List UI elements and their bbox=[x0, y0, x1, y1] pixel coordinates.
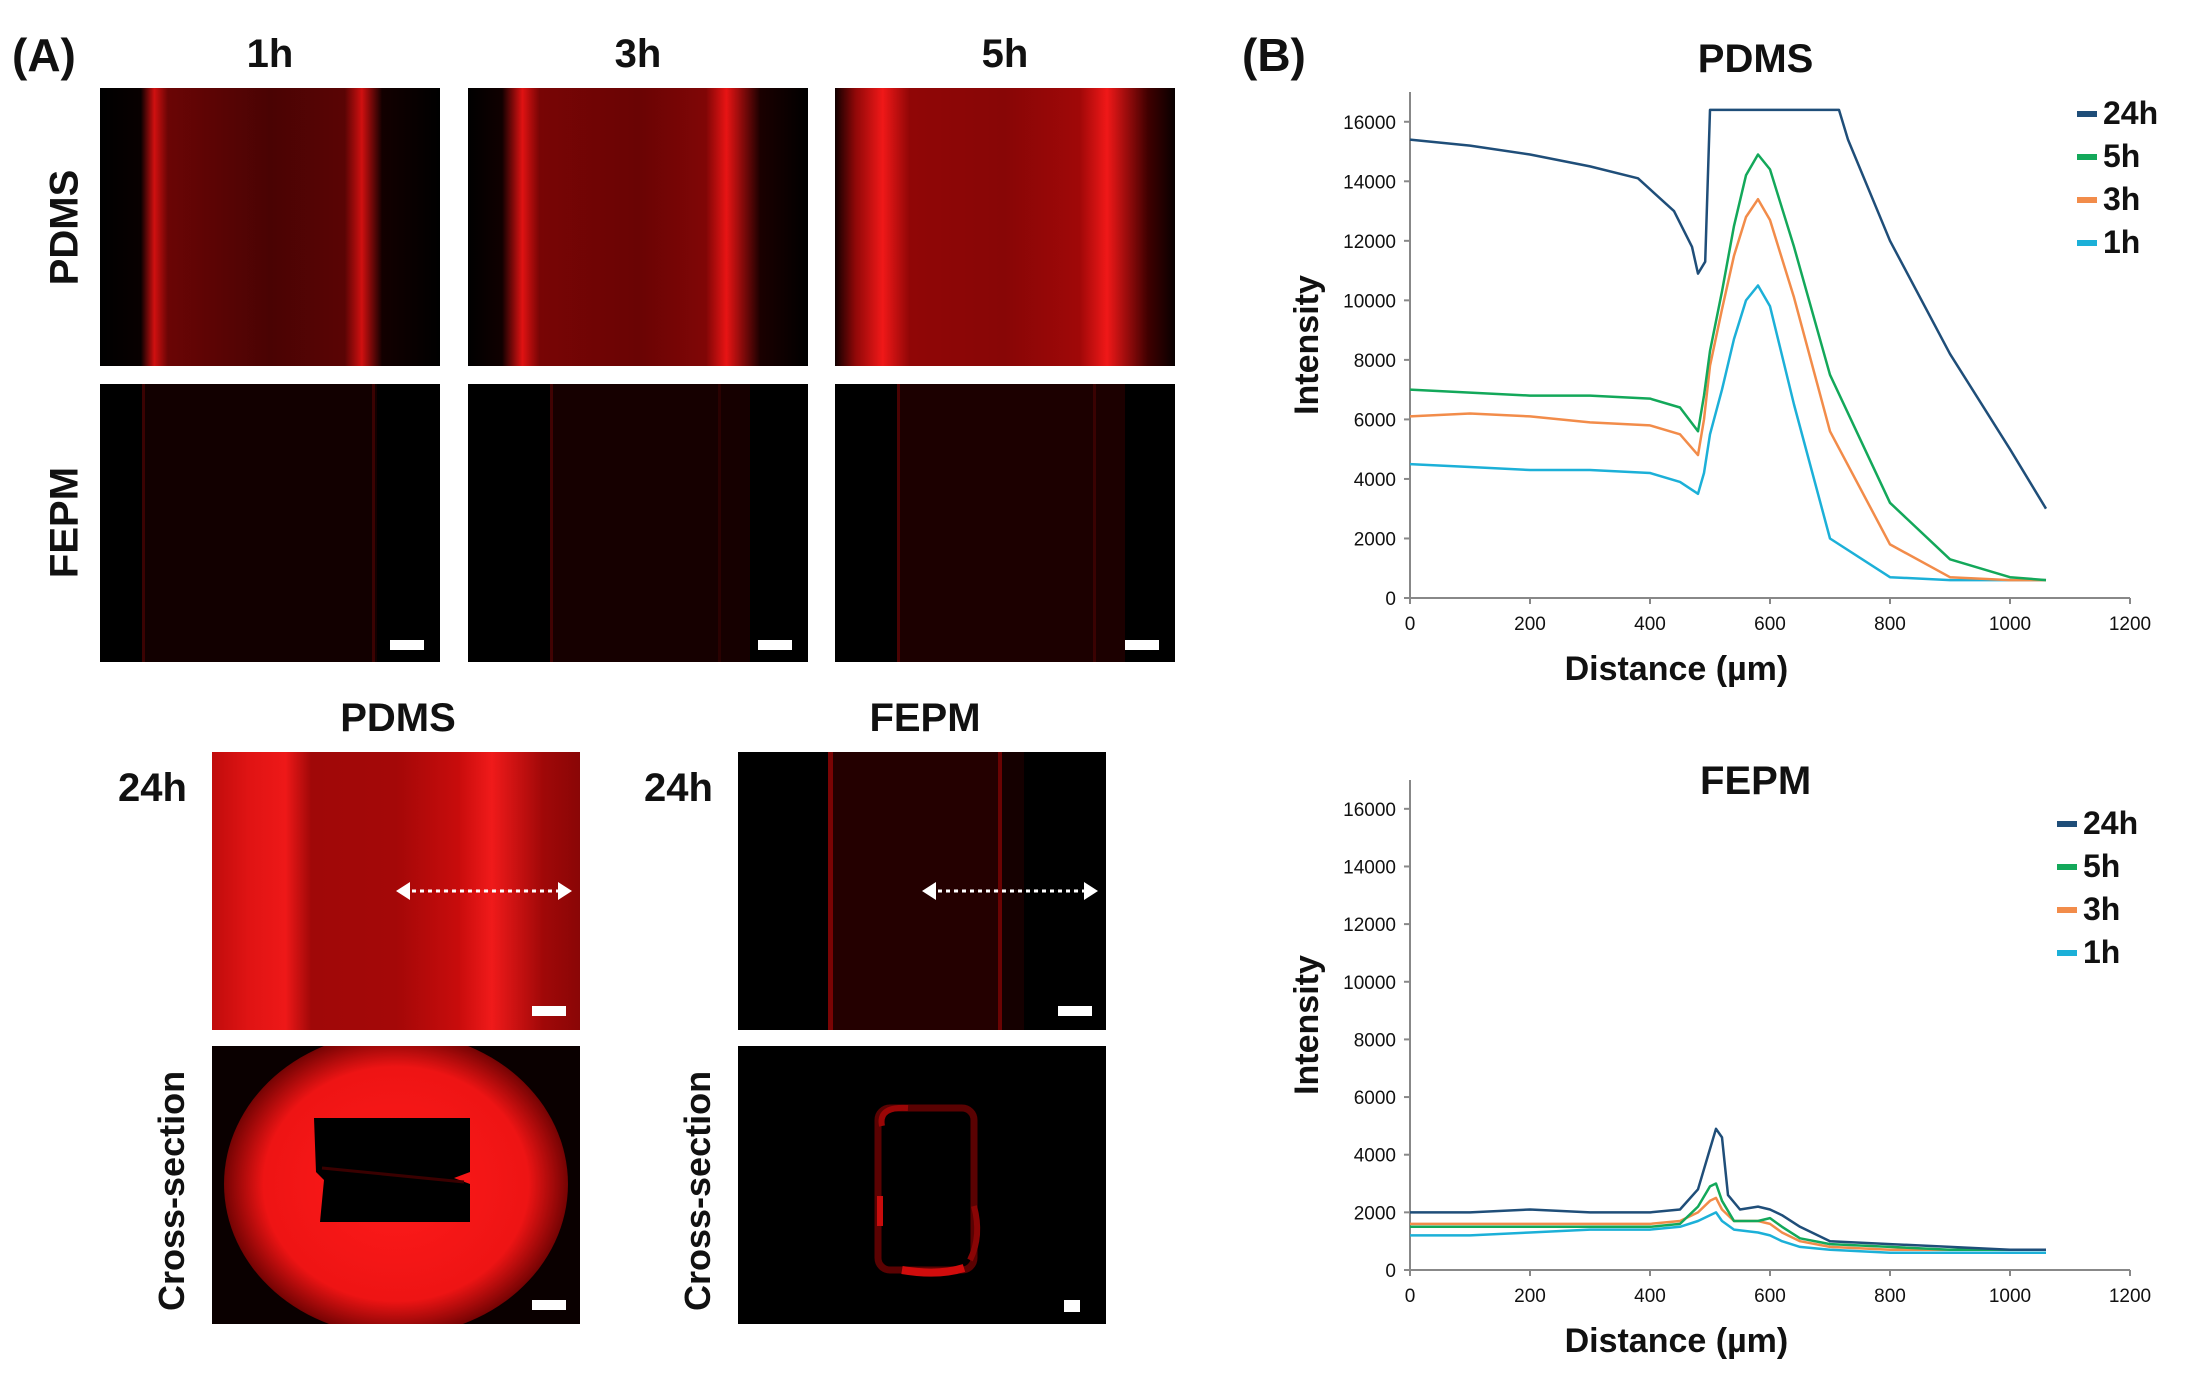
y-tick-label: 0 bbox=[1385, 1261, 1396, 1282]
column-label-1h: 1h bbox=[246, 32, 294, 76]
x-tick-label: 1000 bbox=[1989, 614, 2031, 635]
lower-pdms-title: PDMS bbox=[340, 696, 456, 740]
chart-title: PDMS bbox=[1698, 37, 1814, 81]
time-label-24h-fepm: 24h bbox=[644, 766, 713, 810]
micrograph-pdms-3h bbox=[468, 88, 808, 366]
x-tick-label: 400 bbox=[1634, 614, 1666, 635]
x-tick-label: 1200 bbox=[2109, 614, 2151, 635]
series-line-1h bbox=[1409, 284, 2046, 582]
y-tick-label: 6000 bbox=[1354, 1088, 1396, 1109]
y-tick-label: 16000 bbox=[1343, 113, 1396, 134]
y-tick-label: 4000 bbox=[1354, 1146, 1396, 1167]
y-tick-label: 10000 bbox=[1343, 291, 1396, 312]
y-tick-label: 2000 bbox=[1354, 1203, 1396, 1224]
y-tick-label: 0 bbox=[1385, 589, 1396, 610]
legend-label-5h: 5h bbox=[2103, 138, 2140, 174]
micrograph-fepm-24h bbox=[738, 752, 1106, 1030]
y-axis-label: Intensity bbox=[1288, 275, 1326, 415]
x-tick-label: 1200 bbox=[2109, 1286, 2151, 1307]
series-line-24h bbox=[1409, 108, 2048, 510]
legend-label-1h: 1h bbox=[2083, 934, 2120, 970]
x-tick-label: 600 bbox=[1754, 614, 1786, 635]
y-tick-label: 16000 bbox=[1343, 800, 1396, 821]
cross-section-label-fepm: Cross-section bbox=[677, 1070, 718, 1311]
x-tick-label: 0 bbox=[1405, 1286, 1416, 1307]
scale-bar bbox=[532, 1300, 566, 1310]
legend-label-5h: 5h bbox=[2083, 848, 2120, 884]
x-tick-label: 0 bbox=[1405, 614, 1416, 635]
y-tick-label: 12000 bbox=[1343, 915, 1396, 936]
panel-a-label: (A) bbox=[12, 29, 76, 81]
scale-bar bbox=[390, 640, 424, 650]
x-tick-label: 1000 bbox=[1989, 1286, 2031, 1307]
series-line-5h bbox=[1410, 1182, 2046, 1252]
micrograph-fepm-3h bbox=[468, 384, 808, 662]
y-tick-label: 12000 bbox=[1343, 232, 1396, 253]
legend-label-24h: 24h bbox=[2103, 95, 2158, 131]
micrograph-pdms-1h bbox=[100, 88, 440, 366]
chart-title: FEPM bbox=[1700, 759, 1811, 803]
y-tick-label: 4000 bbox=[1354, 470, 1396, 491]
lower-fepm-title: FEPM bbox=[869, 696, 981, 740]
x-tick-label: 400 bbox=[1634, 1286, 1666, 1307]
x-axis-label: Distance (µm) bbox=[1565, 1322, 1789, 1360]
scale-bar bbox=[1064, 1300, 1080, 1312]
series-line-1h bbox=[1410, 1211, 2046, 1254]
scale-bar bbox=[1125, 640, 1159, 650]
row-label-fepm: FEPM bbox=[42, 466, 87, 579]
x-tick-label: 800 bbox=[1874, 614, 1906, 635]
panel-b-label: (B) bbox=[1242, 29, 1306, 81]
micrograph-pdms-5h bbox=[835, 88, 1175, 366]
column-label-5h: 5h bbox=[981, 32, 1029, 76]
micrograph-pdms-24h bbox=[212, 752, 580, 1030]
y-tick-label: 2000 bbox=[1354, 529, 1396, 550]
series-line-3h bbox=[1409, 197, 2046, 582]
series-line-5h bbox=[1409, 153, 2047, 582]
scale-bar bbox=[1058, 1006, 1092, 1016]
y-tick-label: 14000 bbox=[1343, 857, 1396, 878]
series-line-3h bbox=[1410, 1196, 2046, 1252]
legend-label-24h: 24h bbox=[2083, 805, 2138, 841]
cross-section-fepm bbox=[738, 1046, 1106, 1324]
y-tick-label: 6000 bbox=[1354, 410, 1396, 431]
y-tick-label: 10000 bbox=[1343, 973, 1396, 994]
legend-label-1h: 1h bbox=[2103, 224, 2140, 260]
micrograph-fepm-1h bbox=[100, 384, 440, 662]
time-label-24h-pdms: 24h bbox=[118, 766, 187, 810]
cross-section-pdms bbox=[212, 1046, 580, 1324]
chart-pdms: 0 2000 4000 6000 8000 10000 12000 14000 16000 0 20… bbox=[1288, 37, 2158, 688]
x-tick-label: 200 bbox=[1514, 1286, 1546, 1307]
scale-bar bbox=[758, 640, 792, 650]
y-tick-label: 14000 bbox=[1343, 172, 1396, 193]
series-line-24h bbox=[1410, 1127, 2046, 1252]
x-tick-label: 200 bbox=[1514, 614, 1546, 635]
y-tick-label: 8000 bbox=[1354, 1030, 1396, 1051]
chart-fepm: 0 2000 4000 6000 8000 10000 12000 14000 16000 0 20… bbox=[1288, 759, 2151, 1360]
micrograph-fepm-5h bbox=[835, 384, 1175, 662]
legend-label-3h: 3h bbox=[2083, 891, 2120, 927]
y-tick-label: 8000 bbox=[1354, 351, 1396, 372]
x-axis-label: Distance (µm) bbox=[1565, 650, 1789, 688]
row-label-pdms: PDMS bbox=[42, 169, 87, 286]
cross-section-label-pdms: Cross-section bbox=[151, 1070, 192, 1311]
x-tick-label: 800 bbox=[1874, 1286, 1906, 1307]
scale-bar bbox=[532, 1006, 566, 1016]
legend-label-3h: 3h bbox=[2103, 181, 2140, 217]
column-label-3h: 3h bbox=[614, 32, 662, 76]
x-tick-label: 600 bbox=[1754, 1286, 1786, 1307]
y-axis-label: Intensity bbox=[1288, 955, 1326, 1095]
